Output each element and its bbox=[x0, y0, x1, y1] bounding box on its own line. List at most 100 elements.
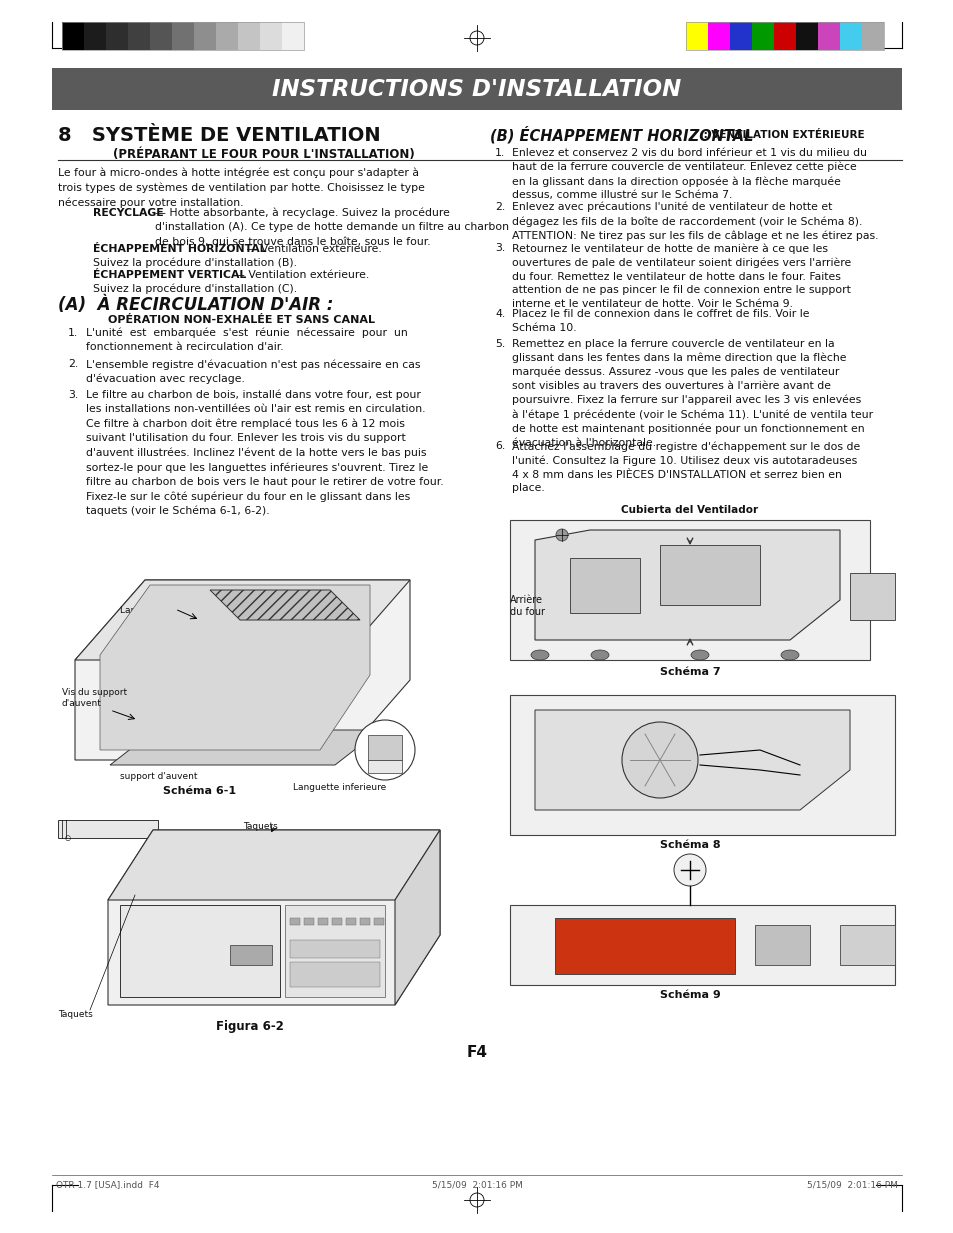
Text: Le filtre au charbon de bois, installé dans votre four, est pour
les installatio: Le filtre au charbon de bois, installé d… bbox=[86, 390, 443, 517]
Text: Cubierta del Ventilador: Cubierta del Ventilador bbox=[620, 506, 758, 515]
Polygon shape bbox=[210, 591, 359, 620]
Bar bbox=[304, 919, 314, 925]
Ellipse shape bbox=[690, 650, 708, 660]
Bar bbox=[659, 545, 760, 605]
Bar bbox=[120, 905, 280, 997]
Polygon shape bbox=[510, 695, 894, 835]
Circle shape bbox=[621, 723, 698, 798]
Bar bbox=[62, 22, 84, 51]
Polygon shape bbox=[535, 530, 840, 640]
Text: 5/15/09  2:01:16 PM: 5/15/09 2:01:16 PM bbox=[431, 1180, 522, 1189]
Bar bbox=[290, 919, 299, 925]
Bar bbox=[840, 22, 862, 51]
Polygon shape bbox=[75, 580, 410, 760]
Polygon shape bbox=[75, 580, 410, 660]
Text: Schéma 6-1: Schéma 6-1 bbox=[163, 785, 236, 797]
Text: Attachez l'assemblage du registre d'échappement sur le dos de
l'unité. Consultez: Attachez l'assemblage du registre d'écha… bbox=[512, 441, 860, 493]
Bar bbox=[751, 22, 773, 51]
Text: ○: ○ bbox=[65, 835, 71, 841]
Text: Languette inferieure: Languette inferieure bbox=[294, 783, 386, 792]
Text: 3.: 3. bbox=[495, 243, 505, 254]
Bar bbox=[84, 22, 106, 51]
Bar bbox=[862, 22, 883, 51]
Text: Schéma 8: Schéma 8 bbox=[659, 840, 720, 850]
Text: Enlevez et conservez 2 vis du bord inférieur et 1 vis du milieu du
haut de la fe: Enlevez et conservez 2 vis du bord infér… bbox=[512, 148, 866, 200]
Bar bbox=[150, 22, 172, 51]
Bar bbox=[128, 22, 150, 51]
Bar bbox=[729, 22, 751, 51]
Text: L'unité  est  embarquée  s'est  réunie  nécessaire  pour  un
fonctionnement à re: L'unité est embarquée s'est réunie néces… bbox=[86, 328, 407, 353]
Polygon shape bbox=[840, 925, 894, 965]
Polygon shape bbox=[108, 830, 439, 900]
Bar bbox=[193, 22, 215, 51]
Text: (PRÉPARANT LE FOUR POUR L'INSTALLATION): (PRÉPARANT LE FOUR POUR L'INSTALLATION) bbox=[112, 148, 415, 162]
Text: Remettez en place la ferrure couvercle de ventilateur en la
glissant dans les fe: Remettez en place la ferrure couvercle d… bbox=[512, 339, 872, 448]
Text: ÉCHAPPEMENT HORIZONTAL: ÉCHAPPEMENT HORIZONTAL bbox=[92, 244, 266, 254]
Text: Schéma 9: Schéma 9 bbox=[659, 990, 720, 1000]
Bar bbox=[569, 559, 639, 613]
Text: Suivez la procédure d'installation (C).: Suivez la procédure d'installation (C). bbox=[92, 284, 296, 293]
Polygon shape bbox=[110, 730, 379, 764]
Text: Figura 6-2: Figura 6-2 bbox=[215, 1020, 284, 1033]
Bar bbox=[52, 68, 901, 110]
Text: INSTRUCTIONS D'INSTALLATION: INSTRUCTIONS D'INSTALLATION bbox=[273, 78, 680, 101]
Polygon shape bbox=[100, 584, 370, 750]
Bar bbox=[374, 919, 384, 925]
Text: Suivez la procédure d'installation (B).: Suivez la procédure d'installation (B). bbox=[92, 256, 296, 268]
Polygon shape bbox=[230, 944, 272, 965]
Text: 1.: 1. bbox=[68, 328, 78, 338]
Polygon shape bbox=[108, 830, 439, 1005]
Text: F4: F4 bbox=[466, 1046, 487, 1060]
Polygon shape bbox=[849, 573, 894, 620]
Text: (B) ÉCHAPPEMENT HORIZONTAL: (B) ÉCHAPPEMENT HORIZONTAL bbox=[490, 126, 753, 143]
Bar bbox=[317, 919, 328, 925]
Ellipse shape bbox=[531, 650, 548, 660]
Text: 2.: 2. bbox=[495, 202, 505, 212]
Text: Schéma 7: Schéma 7 bbox=[659, 667, 720, 677]
Text: 1.: 1. bbox=[495, 148, 505, 158]
Text: Taquets: Taquets bbox=[58, 1010, 92, 1018]
Text: — Ventilation extérieure.: — Ventilation extérieure. bbox=[227, 270, 369, 280]
Text: Arrière
du four: Arrière du four bbox=[510, 596, 544, 618]
Bar bbox=[260, 22, 282, 51]
Text: 3.: 3. bbox=[68, 390, 78, 399]
Text: 4.: 4. bbox=[495, 309, 505, 319]
Bar bbox=[685, 22, 883, 51]
Text: 5.: 5. bbox=[495, 339, 505, 349]
Text: OTR 1.7 [USA].indd  F4: OTR 1.7 [USA].indd F4 bbox=[56, 1180, 159, 1189]
Text: support d'auvent: support d'auvent bbox=[120, 772, 197, 780]
Bar bbox=[290, 940, 379, 958]
Bar bbox=[282, 22, 304, 51]
Circle shape bbox=[556, 529, 567, 541]
Text: Le four à micro-ondes à hotte intégrée est conçu pour s'adapter à
trois types de: Le four à micro-ondes à hotte intégrée e… bbox=[58, 168, 424, 208]
Text: Vis du support
d'auvent: Vis du support d'auvent bbox=[62, 688, 127, 708]
Bar bbox=[332, 919, 341, 925]
Bar bbox=[773, 22, 795, 51]
Bar bbox=[754, 925, 809, 965]
Text: L'ensemble registre d'évacuation n'est pas nécessaire en cas
d'évacuation avec r: L'ensemble registre d'évacuation n'est p… bbox=[86, 359, 420, 385]
Text: Taquets: Taquets bbox=[242, 822, 277, 831]
Bar bbox=[285, 905, 385, 997]
Text: 5/15/09  2:01:16 PM: 5/15/09 2:01:16 PM bbox=[806, 1180, 897, 1189]
Polygon shape bbox=[535, 710, 849, 810]
Text: OPÉRATION NON-EXHALÉE ET SANS CANAL: OPÉRATION NON-EXHALÉE ET SANS CANAL bbox=[108, 314, 375, 326]
Bar bbox=[106, 22, 128, 51]
Text: 8   SYSTÈME DE VENTILATION: 8 SYSTÈME DE VENTILATION bbox=[58, 126, 380, 145]
Bar bbox=[172, 22, 193, 51]
Text: : VENTILATION EXTÉRIEURE: : VENTILATION EXTÉRIEURE bbox=[700, 129, 863, 141]
Text: ÉCHAPPEMENT VERTICAL: ÉCHAPPEMENT VERTICAL bbox=[92, 270, 246, 280]
Text: 2.: 2. bbox=[68, 359, 78, 369]
Text: Lampe du four: Lampe du four bbox=[120, 605, 186, 615]
Ellipse shape bbox=[590, 650, 608, 660]
Text: 6.: 6. bbox=[495, 441, 505, 451]
Circle shape bbox=[355, 720, 415, 780]
Bar bbox=[290, 962, 379, 986]
Bar bbox=[58, 820, 158, 838]
Text: — Ventilation extérieure.: — Ventilation extérieure. bbox=[243, 244, 381, 254]
Bar bbox=[215, 22, 237, 51]
Bar bbox=[707, 22, 729, 51]
Text: Placez le fil de connexion dans le coffret de fils. Voir le
Schéma 10.: Placez le fil de connexion dans le coffr… bbox=[512, 309, 809, 333]
Text: Filtre au cahrbon de bois: Filtre au cahrbon de bois bbox=[245, 605, 356, 615]
Bar bbox=[62, 22, 304, 51]
Text: RECYCLAGE: RECYCLAGE bbox=[92, 208, 164, 218]
